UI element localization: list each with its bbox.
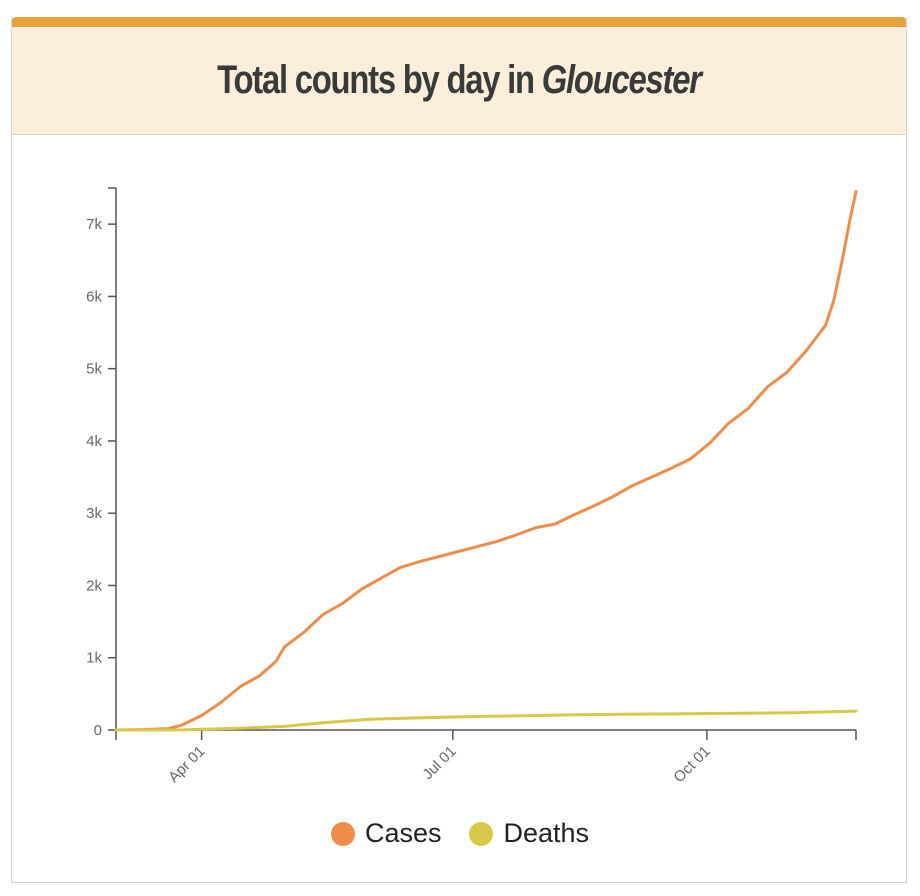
y-tick-label-1: 1k [86,650,102,667]
legend-item-cases: Cases [330,818,442,849]
legend-label-cases: Cases [364,818,442,848]
legend-item-deaths: Deaths [469,818,589,849]
y-tick-label-0: 0 [94,722,102,739]
chart-card: Total counts by day in Gloucester [11,17,907,883]
y-tick-label-3: 3k [86,505,102,522]
legend-label-deaths: Deaths [503,818,590,848]
y-tick-label-5: 5k [86,361,102,378]
x-tick-label-0: Apr 01 [165,743,208,786]
page-title: Total counts by day in Gloucester [217,58,702,103]
legend: Cases Deaths [0,818,920,849]
line-chart: 0 1k 2k 3k 4k 5k 6k 7k Apr 01 Jul 01 Oct 01 [86,187,858,786]
accent-bar [12,17,906,27]
y-tick-label-2: 2k [86,577,102,594]
y-tick-label-6: 6k [86,288,102,305]
series-line-cases [114,190,858,732]
title-prefix: Total counts by day in [217,58,542,102]
legend-swatch-deaths [469,821,494,846]
y-tick-label-4: 4k [86,433,102,450]
series-line-deaths [114,709,858,732]
chart-header: Total counts by day in Gloucester [12,27,906,135]
title-place: Gloucester [541,58,702,102]
x-tick-label-2: Oct 01 [670,743,713,786]
legend-swatch-cases [330,821,355,846]
y-tick-label-7: 7k [86,216,102,233]
x-tick-label-1: Jul 01 [419,743,459,783]
